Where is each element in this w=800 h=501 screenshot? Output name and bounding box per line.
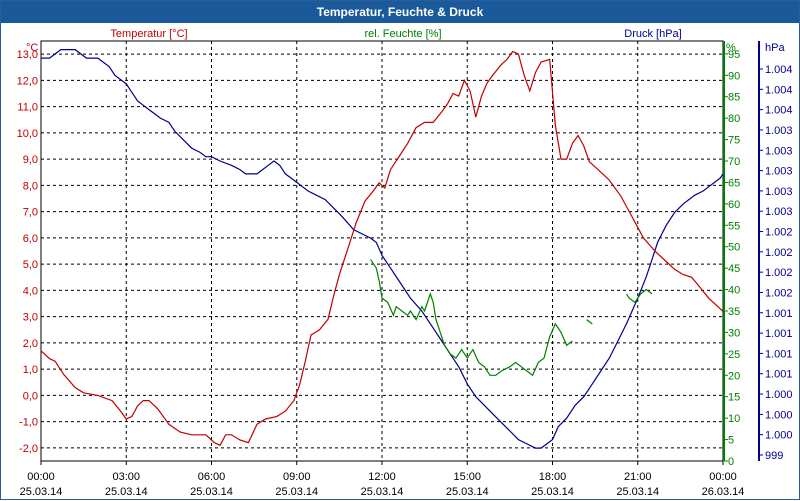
humidity-tick-label: 75	[728, 135, 740, 147]
legend-pressure: Druck [hPa]	[624, 28, 681, 40]
humidity-series-line	[586, 319, 593, 325]
temp-tick-label: 9,0	[23, 154, 38, 166]
temp-tick-label: 12,0	[17, 75, 38, 87]
humidity-series-line	[370, 259, 573, 377]
grid	[41, 41, 723, 461]
x-tick-time: 03:00	[112, 471, 140, 483]
temp-unit-label: °C	[26, 42, 38, 54]
humidity-tick-label: 45	[728, 263, 740, 275]
temp-tick-label: 1,0	[23, 364, 38, 376]
humidity-series-line	[625, 288, 653, 304]
humidity-tick-label: 35	[728, 306, 740, 318]
x-tick-date: 25.03.14	[531, 486, 574, 498]
humidity-tick-label: 15	[728, 392, 740, 404]
temp-tick-label: 8,0	[23, 180, 38, 192]
x-tick-date: 25.03.14	[20, 486, 63, 498]
pressure-tick-label: 1.003	[765, 125, 793, 137]
temp-tick-label: -2,0	[19, 443, 38, 455]
pressure-tick-label: 1.003	[765, 186, 793, 198]
x-tick-date: 25.03.14	[361, 486, 404, 498]
pressure-tick-label: 1.000	[765, 389, 793, 401]
pressure-unit-label: hPa	[765, 42, 785, 54]
x-tick-date: 26.03.14	[702, 486, 745, 498]
x-tick-date: 25.03.14	[105, 486, 148, 498]
x-tick-date: 25.03.14	[190, 486, 233, 498]
pressure-tick-label: 1.004	[765, 84, 793, 96]
x-tick-time: 09:00	[283, 471, 311, 483]
x-tick-time: 18:00	[539, 471, 567, 483]
humidity-tick-label: 85	[728, 92, 740, 104]
pressure-tick-label: 1.002	[765, 247, 793, 259]
humidity-unit-label: %	[726, 42, 736, 54]
pressure-tick-label: 1.001	[765, 369, 793, 381]
window-title: Temperatur, Feuchte & Druck	[1, 1, 799, 23]
x-tick-date: 25.03.14	[446, 486, 489, 498]
humidity-tick-label: 5	[728, 435, 734, 447]
temp-tick-label: 2,0	[23, 338, 38, 350]
pressure-tick-label: 1.004	[765, 105, 793, 117]
x-tick-date: 25.03.14	[275, 486, 318, 498]
legend-temperature: Temperatur [°C]	[110, 28, 187, 40]
humidity-tick-label: 40	[728, 285, 740, 297]
humidity-tick-label: 20	[728, 370, 740, 382]
temp-tick-label: 13,0	[17, 49, 38, 61]
pressure-tick-label: 1.001	[765, 308, 793, 320]
pressure-tick-label: 1.000	[765, 409, 793, 421]
pressure-series-line	[41, 49, 724, 449]
temp-tick-label: 3,0	[23, 312, 38, 324]
humidity-tick-label: 90	[728, 70, 740, 82]
humidity-tick-label: 30	[728, 327, 740, 339]
tick-labels: 13,0 12,0 11,0 10,0 9,0 8,0 7,0 6,0 5,0 4,0 3,0 2,0…	[17, 28, 793, 498]
temp-tick-label: 4,0	[23, 285, 38, 297]
pressure-tick-label: 1.003	[765, 166, 793, 178]
x-tick-time: 15:00	[453, 471, 481, 483]
pressure-tick-label: 1.002	[765, 267, 793, 279]
humidity-tick-label: 25	[728, 349, 740, 361]
humidity-tick-label: 0	[728, 456, 734, 468]
axes	[40, 40, 763, 465]
x-tick-time: 12:00	[368, 471, 396, 483]
temp-tick-label: 10,0	[17, 128, 38, 140]
temp-tick-label: 11,0	[17, 102, 38, 114]
pressure-tick-label: 1.003	[765, 206, 793, 218]
temperature-series-line	[40, 50, 724, 447]
pressure-tick-label: 1.001	[765, 348, 793, 360]
humidity-tick-label: 70	[728, 156, 740, 168]
pressure-tick-label: 1.004	[765, 64, 793, 76]
pressure-tick-label: 999	[765, 450, 783, 462]
x-tick-time: 21:00	[624, 471, 652, 483]
temp-tick-label: -1,0	[19, 417, 38, 429]
legend-humidity: rel. Feuchte [%]	[364, 28, 441, 40]
pressure-tick-label: 1.001	[765, 328, 793, 340]
pressure-tick-label: 1.002	[765, 227, 793, 239]
x-tick-time: 00:00	[709, 471, 737, 483]
pressure-tick-label: 1.003	[765, 145, 793, 157]
humidity-tick-label: 60	[728, 199, 740, 211]
humidity-tick-label: 95	[728, 49, 740, 61]
x-tick-date: 25.03.14	[616, 486, 659, 498]
temp-tick-label: 0,0	[23, 390, 38, 402]
pressure-tick-label: 1.000	[765, 430, 793, 442]
pressure-tick-label: 1.002	[765, 287, 793, 299]
x-tick-time: 06:00	[198, 471, 226, 483]
humidity-tick-label: 80	[728, 113, 740, 125]
humidity-tick-label: 50	[728, 242, 740, 254]
humidity-tick-label: 10	[728, 413, 740, 425]
x-tick-time: 00:00	[27, 471, 55, 483]
humidity-tick-label: 65	[728, 177, 740, 189]
humidity-tick-label: 55	[728, 220, 740, 232]
data-lines	[40, 49, 724, 449]
temp-tick-label: 5,0	[23, 259, 38, 271]
temp-tick-label: 6,0	[23, 233, 38, 245]
temp-tick-label: 7,0	[23, 207, 38, 219]
